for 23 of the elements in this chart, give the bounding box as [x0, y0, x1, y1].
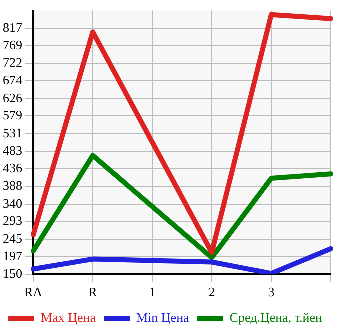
- y-tick-label: 436: [3, 160, 23, 176]
- x-tick-label: 1: [149, 284, 156, 300]
- x-tick-label: 2: [208, 284, 216, 300]
- y-tick-label: 197: [3, 248, 23, 264]
- x-tick-label: R: [88, 284, 98, 300]
- y-tick-label: 769: [3, 38, 22, 53]
- y-tick-label: 245: [3, 230, 22, 246]
- y-tick-label: 722: [3, 54, 22, 70]
- legend-label: Сред.Цена, т.йен: [230, 310, 323, 325]
- legend-label: Min Цена: [136, 310, 190, 325]
- x-tick-label: RA: [24, 284, 44, 300]
- y-tick-label: 626: [3, 90, 23, 106]
- y-tick-label: 150: [3, 266, 22, 281]
- y-tick-label: 674: [3, 72, 23, 88]
- y-tick-label: 531: [3, 125, 22, 140]
- y-tick-label: 388: [3, 178, 22, 194]
- y-tick-label: 293: [3, 213, 22, 228]
- y-tick-label: 483: [3, 143, 22, 158]
- y-tick-label: 579: [3, 108, 22, 123]
- legend-label: Max Цена: [41, 310, 96, 325]
- x-tick-label: 3: [268, 284, 275, 300]
- y-tick-label: 340: [3, 196, 22, 211]
- y-tick-label: 817: [3, 20, 23, 35]
